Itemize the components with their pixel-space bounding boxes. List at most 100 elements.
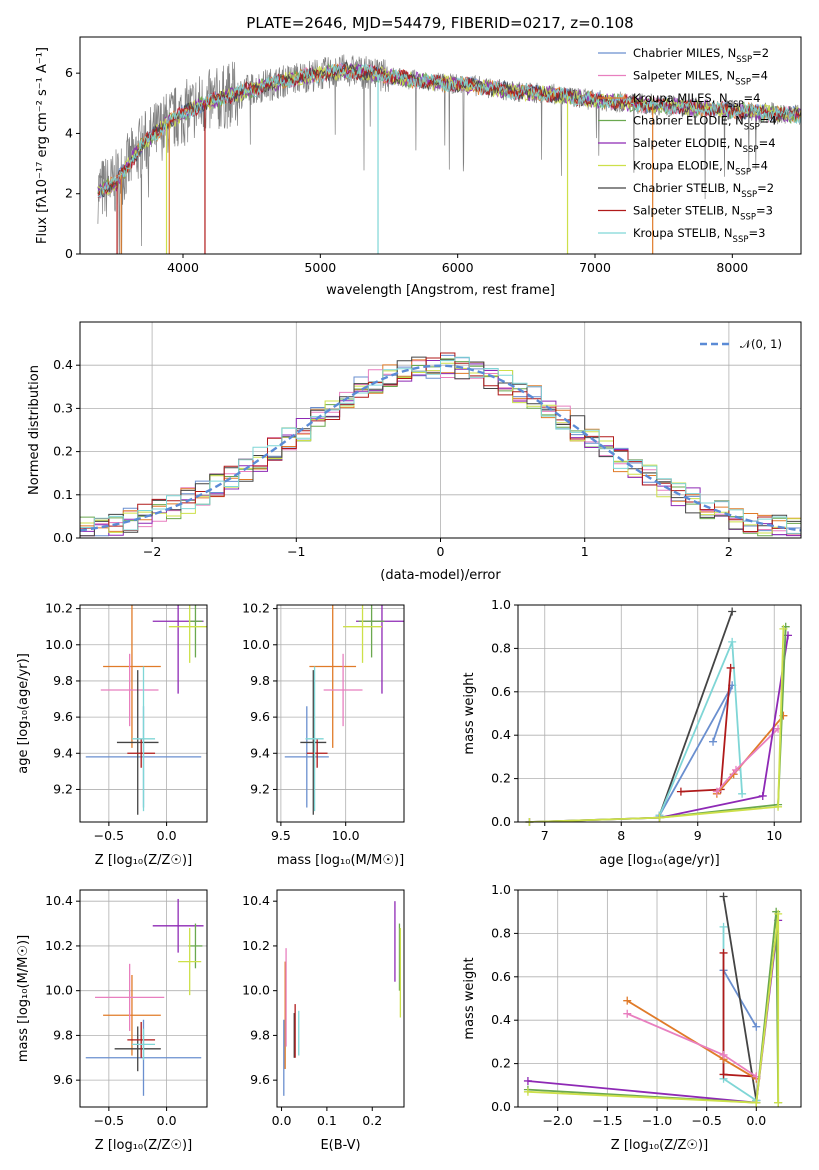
x-tick-label: −0.5 [94,828,124,843]
y-tick-label: 0.4 [53,357,73,372]
axes-spectrum [76,72,733,258]
y-tick-label: 10.0 [242,983,270,998]
plus-marker [719,892,728,901]
x-tick-label: −0.5 [691,1113,721,1128]
legend-subscript: SSP [740,213,756,223]
x-tick-label: 9.5 [271,828,291,843]
y-axis-label: mass weight [462,957,477,1039]
x-tick-label: −1.5 [592,1113,622,1128]
x-axis-label: E(B-V) [320,1138,360,1153]
mass-weight-line [626,999,757,1080]
plus-marker [719,1050,728,1059]
legend-value: =2 [752,46,769,60]
legend-value: =4 [759,136,776,150]
legend-label: 𝒩(0, 1) [740,337,782,351]
legend-subscript: SSP [735,78,751,88]
x-tick-label: −2.0 [543,1113,573,1128]
x-tick-label: 2 [725,544,733,559]
frame-massweight-vs-age [517,604,802,823]
plus-marker [719,922,728,931]
errorbar-point [127,1021,156,1058]
x-tick-label: 10.0 [332,828,360,843]
y-tick-label: 10.2 [242,938,270,953]
legend-subscript: SSP [744,123,760,133]
spectrum-model-line [97,63,801,194]
y-tick-label: 0.8 [491,925,511,940]
y-tick-label: 0.2 [491,1056,511,1071]
x-axis-label: age [log₁₀(age/yr)] [599,853,720,868]
frame-residuals [79,321,802,539]
y-tick-label: 9.6 [53,1072,73,1087]
y-tick-label: 9.2 [250,781,270,796]
legend-value: =4 [751,69,768,83]
mass-weight-line [658,684,734,816]
plus-marker [623,996,632,1005]
x-tick-label: 0.1 [317,1113,337,1128]
y-tick-label: 0.0 [53,530,73,545]
y-tick-label: 9.2 [53,781,73,796]
histogram-step-line [80,352,801,535]
y-tick-label: 0.2 [53,444,73,459]
errorbar-point [95,963,165,1031]
x-tick-label: 8 [617,828,625,843]
mass-weight-line [529,628,785,822]
errorbar-point [100,653,159,727]
x-tick-label: 9 [694,828,702,843]
plus-marker [709,737,718,746]
x-axis-label: mass [log₁₀(M/M☉)] [277,853,404,868]
y-tick-label: 1.0 [491,882,511,897]
x-tick-label: 0.2 [362,1113,382,1128]
legend-label: Salpeter ELODIE, NSSP=4 [633,136,776,155]
legend-label: Chabrier MILES, NSSP=2 [633,46,769,65]
x-tick-label: 0.0 [272,1113,292,1128]
axes-massweight-vs-age [514,604,801,826]
x-tick-label: 10 [766,828,782,843]
y-axis-label: Flux [fλ10⁻¹⁷ erg cm⁻² s⁻¹ A⁻¹] [35,47,50,244]
plus-marker [719,948,728,957]
errorbar-point [131,1028,156,1061]
y-tick-label: 9.6 [53,709,73,724]
y-tick-label: 9.6 [250,1072,270,1087]
y-tick-label: 10.0 [242,637,270,652]
x-tick-label: 4000 [167,260,199,275]
errorbar-point [188,923,203,969]
legend-label: Salpeter MILES, NSSP=4 [633,69,768,88]
y-tick-label: 9.8 [250,673,270,688]
y-tick-label: 0.6 [491,969,511,984]
legend-value: =4 [751,159,768,173]
plus-marker [726,663,735,672]
x-tick-label: 0.0 [746,1113,766,1128]
x-axis-label: Z [log₁₀(Z/Z☉)] [95,853,192,868]
axes-mass-vs-Z [76,890,207,1111]
y-tick-label: 10.0 [45,637,73,652]
x-tick-label: −2 [143,544,161,559]
histogram-step-line [80,356,801,534]
y-tick-label: 9.4 [53,745,73,760]
errorbar-point [284,706,329,808]
y-tick-label: 10.4 [45,893,73,908]
legend-value: =3 [748,226,765,240]
x-axis-label: wavelength [Angstrom, rest frame] [326,283,555,298]
y-tick-label: 2 [65,186,73,201]
y-axis-label: mass [log₁₀(M/M☉)] [16,935,31,1062]
plus-marker [779,624,788,633]
x-tick-label: −0.5 [94,1113,124,1128]
y-tick-label: 0.0 [491,814,511,829]
axes-massweight-vs-Z [514,889,801,1111]
errorbar-point [168,605,207,663]
legend-label: Salpeter STELIB, NSSP=3 [633,204,773,223]
y-tick-label: 10.4 [242,893,270,908]
y-tick-label: 10.2 [45,601,73,616]
plus-marker [731,765,740,774]
legend-subscript: SSP [741,190,757,200]
legend-subscript: SSP [736,55,752,65]
x-axis-label: (data-model)/error [380,568,501,583]
mass-weight-line [722,896,758,1101]
legend-subscript: SSP [733,235,749,245]
plus-marker [523,1076,532,1085]
frame-mass-vs-ebv [276,889,405,1108]
plus-marker [523,1087,532,1096]
y-tick-label: 0.8 [491,640,511,655]
y-tick-label: 9.4 [250,745,270,760]
